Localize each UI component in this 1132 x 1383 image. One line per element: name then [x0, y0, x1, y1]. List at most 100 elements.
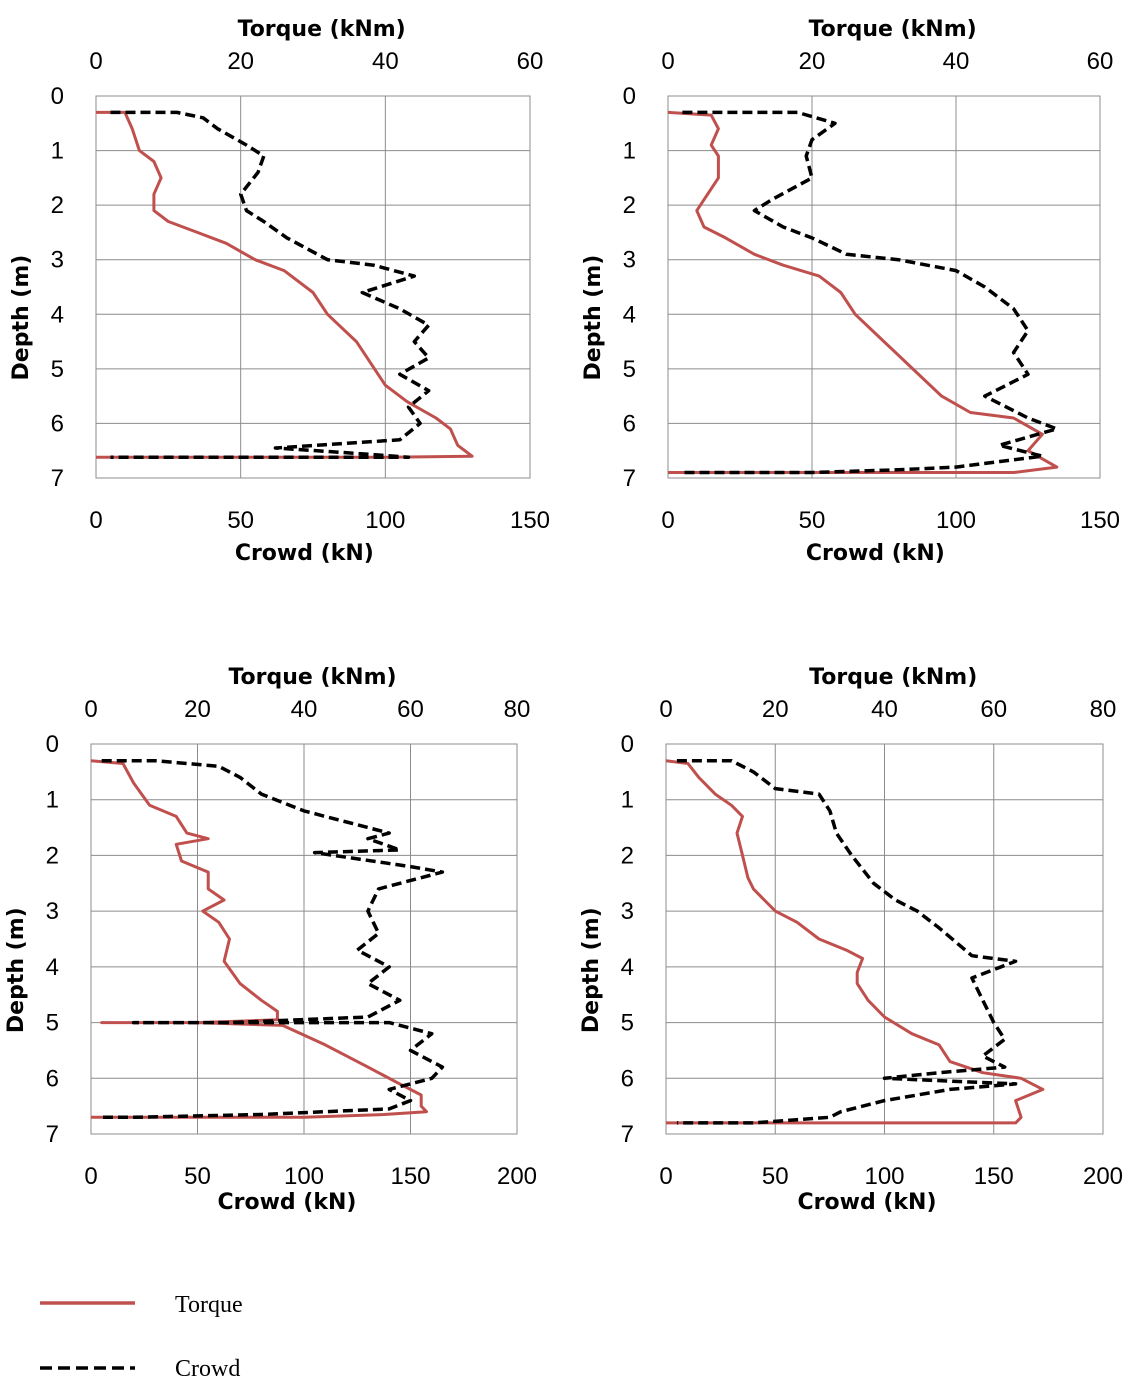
y-axis-title: Depth (m) — [4, 907, 29, 1033]
y-tick-label: 1 — [623, 138, 636, 165]
chart-panel-3: 0 20 40 60 80 0 50 100 150 200 0 1 2 3 4 5 6 7 Torque (kNm… — [4, 665, 537, 1215]
y-tick-label: 5 — [46, 1010, 59, 1037]
series-torque-line — [667, 110, 1059, 474]
bottom-tick-label: 100 — [936, 507, 976, 534]
bottom-tick-label: 150 — [974, 1163, 1014, 1190]
bottom-tick-label: 200 — [497, 1163, 537, 1190]
top-tick-label: 0 — [661, 48, 674, 75]
y-tick-label: 1 — [51, 138, 64, 165]
plot-frame — [665, 743, 1104, 1135]
top-axis-title: Torque (kNm) — [238, 17, 406, 42]
bottom-tick-label: 0 — [661, 507, 674, 534]
top-tick-label: 60 — [517, 48, 544, 75]
top-axis-title: Torque (kNm) — [809, 665, 977, 690]
bottom-tick-label: 200 — [1083, 1163, 1123, 1190]
top-tick-label: 60 — [1087, 48, 1114, 75]
y-tick-label: 4 — [621, 954, 634, 981]
y-tick-label: 2 — [46, 842, 59, 869]
bottom-axis-title: Crowd (kN) — [806, 541, 945, 566]
bottom-tick-label: 150 — [390, 1163, 430, 1190]
plot-frame — [95, 95, 531, 479]
top-tick-label: 20 — [762, 696, 789, 723]
y-tick-label: 3 — [51, 247, 64, 274]
bottom-tick-label: 100 — [284, 1163, 324, 1190]
top-axis-title: Torque (kNm) — [809, 17, 977, 42]
bottom-tick-label: 0 — [659, 1163, 672, 1190]
legend: Torque Crowd — [40, 1292, 243, 1382]
y-tick-label: 7 — [621, 1121, 634, 1148]
bottom-tick-label: 0 — [89, 507, 102, 534]
y-tick-label: 7 — [51, 465, 64, 492]
bottom-tick-label: 100 — [365, 507, 405, 534]
bottom-tick-label: 0 — [84, 1163, 97, 1190]
bottom-tick-label: 50 — [227, 507, 254, 534]
y-tick-label: 5 — [621, 1010, 634, 1037]
top-tick-label: 40 — [372, 48, 399, 75]
series-crowd-line — [682, 110, 1059, 475]
bottom-tick-label: 150 — [510, 507, 550, 534]
y-axis-title: Depth (m) — [579, 907, 604, 1033]
y-tick-label: 2 — [621, 842, 634, 869]
y-tick-label: 7 — [623, 465, 636, 492]
top-tick-label: 80 — [1090, 696, 1117, 723]
y-tick-label: 2 — [623, 192, 636, 219]
legend-torque-label: Torque — [175, 1292, 243, 1318]
plot-frame — [90, 743, 518, 1135]
top-tick-label: 40 — [871, 696, 898, 723]
y-tick-label: 0 — [51, 83, 64, 110]
y-tick-label: 4 — [623, 301, 636, 328]
y-tick-label: 1 — [621, 787, 634, 814]
y-tick-label: 5 — [51, 356, 64, 383]
chart-panel-1: 0 20 40 60 0 50 100 150 0 1 2 3 4 5 6 7 Torque (kNm) Crow… — [9, 17, 550, 566]
y-tick-label: 3 — [623, 247, 636, 274]
plot-frame — [667, 95, 1101, 479]
y-tick-label: 6 — [623, 410, 636, 437]
bottom-tick-label: 50 — [762, 1163, 789, 1190]
legend-crowd-label: Crowd — [175, 1356, 240, 1382]
series-crowd-line — [676, 758, 1018, 1125]
top-tick-label: 60 — [980, 696, 1007, 723]
bottom-tick-label: 100 — [864, 1163, 904, 1190]
y-axis-title: Depth (m) — [581, 255, 606, 381]
y-tick-label: 6 — [621, 1065, 634, 1092]
top-axis-title: Torque (kNm) — [228, 665, 396, 690]
y-tick-label: 0 — [623, 83, 636, 110]
series-torque-line — [90, 759, 428, 1119]
series-torque-line — [665, 759, 1045, 1125]
y-axis-title: Depth (m) — [9, 255, 34, 381]
top-tick-label: 20 — [799, 48, 826, 75]
y-tick-label: 4 — [46, 954, 59, 981]
y-tick-label: 7 — [46, 1121, 59, 1148]
top-tick-label: 80 — [504, 696, 531, 723]
y-tick-label: 0 — [621, 731, 634, 758]
bottom-tick-label: 150 — [1080, 507, 1120, 534]
top-tick-label: 20 — [184, 696, 211, 723]
bottom-tick-label: 50 — [799, 507, 826, 534]
bottom-axis-title: Crowd (kN) — [217, 1190, 356, 1215]
y-tick-label: 3 — [621, 898, 634, 925]
top-tick-label: 20 — [227, 48, 254, 75]
series-crowd-line — [110, 110, 431, 460]
bottom-axis-title: Crowd (kN) — [235, 541, 374, 566]
series-crowd-line — [101, 758, 445, 1120]
bottom-axis-title: Crowd (kN) — [798, 1190, 937, 1215]
y-tick-label: 2 — [51, 192, 64, 219]
y-tick-label: 5 — [623, 356, 636, 383]
y-tick-label: 3 — [46, 898, 59, 925]
series-torque-line — [96, 110, 474, 459]
top-tick-label: 0 — [659, 696, 672, 723]
top-tick-label: 60 — [397, 696, 424, 723]
top-tick-label: 40 — [291, 696, 318, 723]
y-tick-label: 0 — [46, 731, 59, 758]
chart-panel-4: 0 20 40 60 80 0 50 100 150 200 0 1 2 3 4 5 6 7 Torque (kNm… — [579, 665, 1123, 1215]
y-tick-label: 4 — [51, 301, 64, 328]
y-tick-label: 6 — [46, 1065, 59, 1092]
chart-panel-2: 0 20 40 60 0 50 100 150 0 1 2 3 4 5 6 7 Torque (kNm) Crow… — [581, 17, 1120, 566]
y-tick-label: 6 — [51, 410, 64, 437]
top-tick-label: 40 — [943, 48, 970, 75]
bottom-tick-label: 50 — [184, 1163, 211, 1190]
y-tick-label: 1 — [46, 787, 59, 814]
top-tick-label: 0 — [84, 696, 97, 723]
